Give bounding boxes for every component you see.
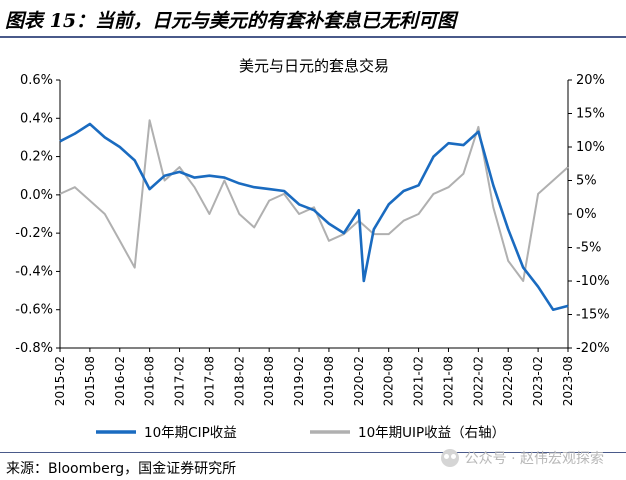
- y-left-tick-label: -0.6%: [15, 303, 53, 318]
- chart-header: 图表 15：当前，日元与美元的有套补套息已无利可图: [0, 0, 626, 36]
- legend-label-0: 10年期CIP收益: [144, 425, 237, 441]
- y-right-tick-label: -15%: [576, 308, 610, 323]
- y-left-tick-label: 0.6%: [20, 73, 53, 88]
- legend-label-1: 10年期UIP收益（右轴）: [358, 425, 505, 441]
- header-rule: [0, 36, 626, 38]
- x-tick-label: 2015-02: [53, 356, 67, 406]
- x-tick-label: 2018-08: [262, 356, 276, 406]
- x-tick-label: 2022-02: [471, 356, 485, 406]
- x-tick-label: 2019-02: [292, 356, 306, 406]
- y-left-tick-label: 0.2%: [20, 150, 53, 165]
- y-right-tick-label: -5%: [576, 241, 601, 256]
- series-line-0: [59, 122, 569, 312]
- y-right-tick-label: 20%: [576, 73, 605, 88]
- x-tick-label: 2020-02: [352, 356, 366, 406]
- source-note: 来源：Bloomberg，国金证券研究所: [6, 461, 237, 477]
- x-tick-label: 2017-08: [202, 356, 216, 406]
- watermark: 公众号 · 赵伟宏观探索: [440, 448, 604, 468]
- x-tick-label: 2020-08: [382, 356, 396, 406]
- y-right-tick-label: 10%: [576, 140, 605, 155]
- y-right-tick-label: -20%: [576, 341, 610, 356]
- y-left-tick-label: -0.4%: [15, 264, 53, 279]
- y-right-tick-label: 5%: [576, 174, 597, 189]
- x-tick-label: 2023-08: [561, 356, 575, 406]
- series-line-1: [59, 119, 569, 282]
- chart-title: 美元与日元的套息交易: [239, 57, 389, 75]
- x-tick-label: 2022-08: [501, 356, 515, 406]
- y-right-tick-label: 15%: [576, 107, 605, 122]
- x-tick-label: 2021-08: [441, 356, 455, 406]
- x-tick-label: 2016-08: [143, 356, 157, 406]
- y-left-tick-label: -0.2%: [15, 226, 53, 241]
- y-left-tick-label: -0.8%: [15, 341, 53, 356]
- x-tick-label: 2017-02: [173, 356, 187, 406]
- x-tick-label: 2023-02: [531, 356, 545, 406]
- wechat-icon: [440, 449, 459, 467]
- y-right-tick-label: 0%: [576, 207, 597, 222]
- x-tick-label: 2019-08: [322, 356, 336, 406]
- footer-rule: [0, 452, 626, 454]
- x-tick-label: 2021-02: [412, 356, 426, 406]
- y-right-tick-label: -10%: [576, 274, 610, 289]
- figure-title: 图表 15：当前，日元与美元的有套补套息已无利可图: [5, 10, 457, 32]
- x-tick-label: 2018-02: [232, 356, 246, 406]
- y-left-tick-label: 0.4%: [20, 111, 53, 126]
- x-tick-label: 2016-02: [113, 356, 127, 406]
- y-left-tick-label: 0.0%: [20, 188, 53, 203]
- x-tick-label: 2015-08: [83, 356, 97, 406]
- watermark-text: 公众号 · 赵伟宏观探索: [464, 451, 604, 467]
